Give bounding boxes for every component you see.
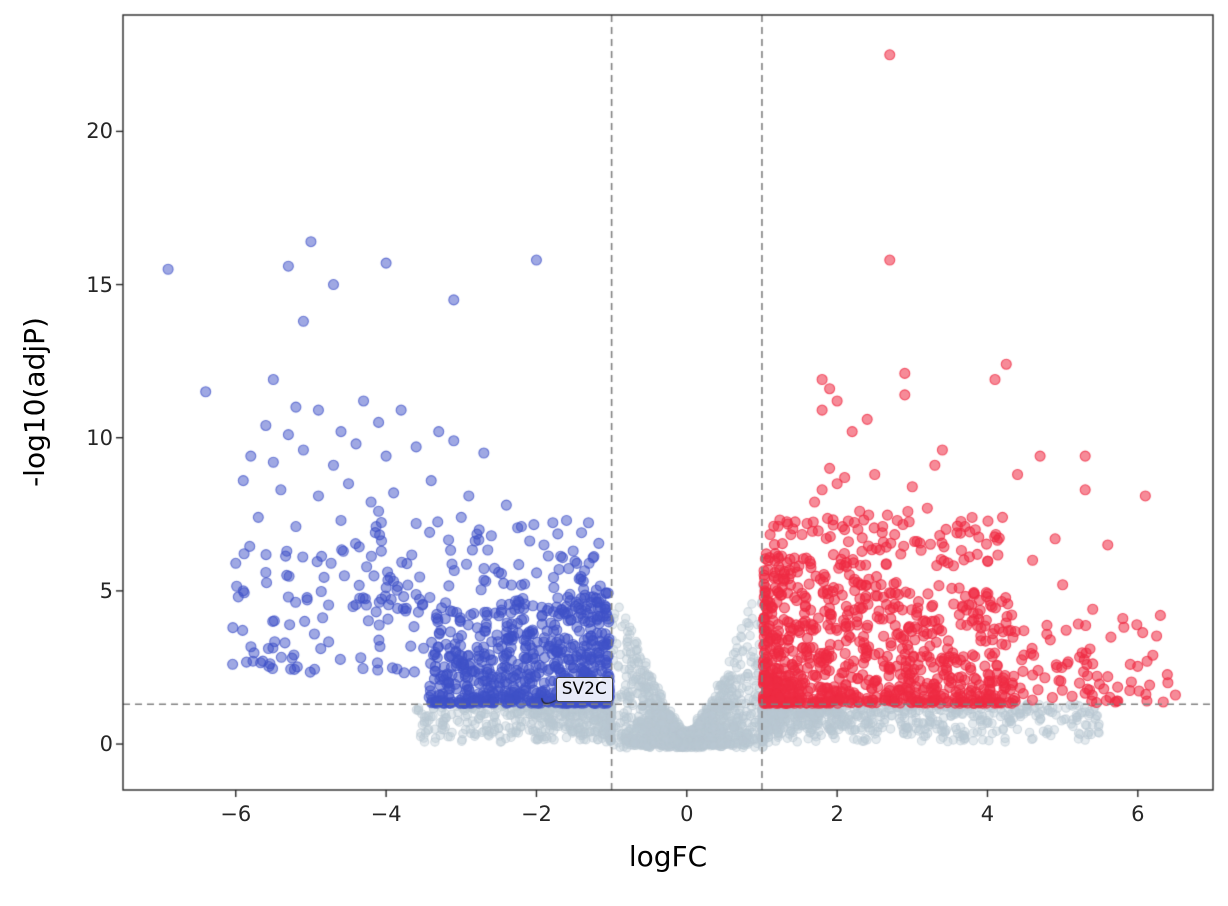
gene-annotation-label: SV2C	[555, 677, 613, 703]
x-tick-label: 4	[980, 802, 995, 826]
y-tick-label: 10	[86, 425, 113, 450]
y-tick-label: 0	[99, 732, 113, 757]
x-tick-label: 6	[1131, 802, 1145, 826]
y-tick-label: 15	[86, 272, 113, 297]
y-axis-label: -log10(adjP)	[18, 317, 51, 487]
x-tick-label: −6	[220, 802, 252, 826]
y-tick-label: 20	[86, 119, 113, 144]
x-tick-label: 0	[680, 802, 694, 826]
x-tick-label: 2	[830, 802, 844, 826]
x-tick-label: −2	[520, 802, 552, 826]
y-tick-label: 5	[99, 578, 113, 603]
x-tick-label: −4	[370, 802, 402, 826]
x-axis-label: logFC	[628, 840, 708, 873]
